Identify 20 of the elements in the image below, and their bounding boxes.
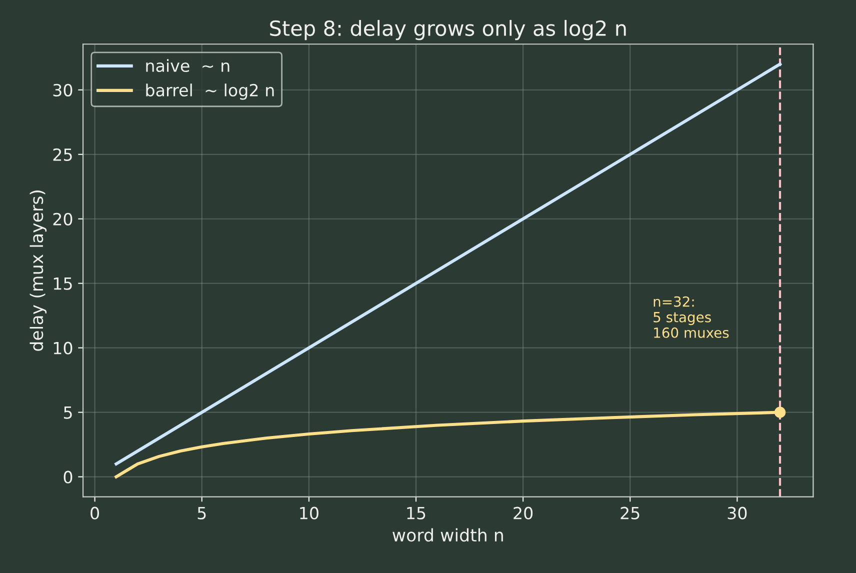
legend-label: naive ~ n bbox=[146, 59, 230, 72]
x-tick-label: 15 bbox=[407, 507, 426, 520]
y-tick-label: 15 bbox=[54, 278, 72, 290]
x-tick-label: 10 bbox=[300, 506, 318, 520]
y-tick-label: 25 bbox=[53, 148, 72, 161]
x-tick-label: 30 bbox=[728, 506, 747, 520]
x-tick-label: 20 bbox=[514, 506, 533, 520]
chart-title: Step 8: delay grows only as log2 n bbox=[270, 20, 626, 40]
y-tick-label: 0 bbox=[64, 470, 72, 484]
annotation: n=32: 5 stages 160 muxes bbox=[654, 296, 729, 338]
legend-label: barrel ~ log2 n bbox=[146, 84, 274, 100]
x-axis-title: word width n bbox=[392, 528, 503, 542]
x-tick-label: 0 bbox=[90, 506, 100, 520]
x-tick-label: 25 bbox=[620, 506, 640, 520]
y-axis-title: delay (mux layers) bbox=[30, 190, 47, 351]
y-tick-label: 10 bbox=[54, 342, 72, 354]
y-tick-label: 20 bbox=[53, 212, 72, 226]
y-tick-label: 5 bbox=[64, 406, 72, 419]
x-tick-label: 5 bbox=[198, 507, 206, 520]
y-tick-label: 30 bbox=[53, 84, 72, 96]
